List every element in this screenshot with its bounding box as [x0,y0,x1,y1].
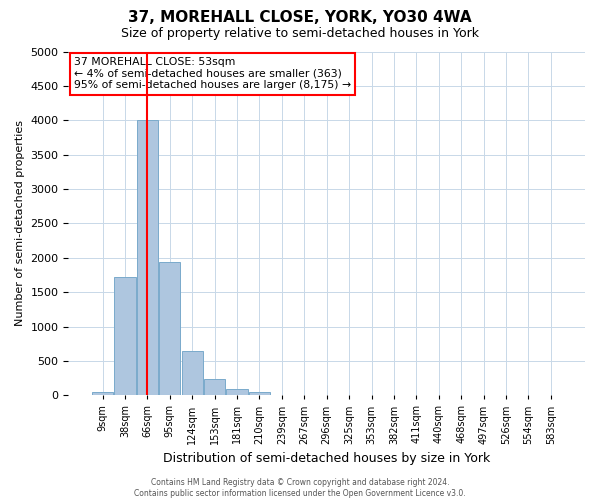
Text: 37 MOREHALL CLOSE: 53sqm
← 4% of semi-detached houses are smaller (363)
95% of s: 37 MOREHALL CLOSE: 53sqm ← 4% of semi-de… [74,57,351,90]
Bar [249,392,270,396]
Bar [137,120,158,396]
Bar [115,277,136,396]
Bar [204,379,225,396]
Text: Size of property relative to semi-detached houses in York: Size of property relative to semi-detach… [121,28,479,40]
Y-axis label: Number of semi-detached properties: Number of semi-detached properties [15,120,25,326]
Bar [92,392,113,396]
Text: Contains HM Land Registry data © Crown copyright and database right 2024.
Contai: Contains HM Land Registry data © Crown c… [134,478,466,498]
Text: 37, MOREHALL CLOSE, YORK, YO30 4WA: 37, MOREHALL CLOSE, YORK, YO30 4WA [128,10,472,25]
X-axis label: Distribution of semi-detached houses by size in York: Distribution of semi-detached houses by … [163,452,490,465]
Bar [159,262,181,396]
Bar [226,388,248,396]
Bar [182,350,203,396]
